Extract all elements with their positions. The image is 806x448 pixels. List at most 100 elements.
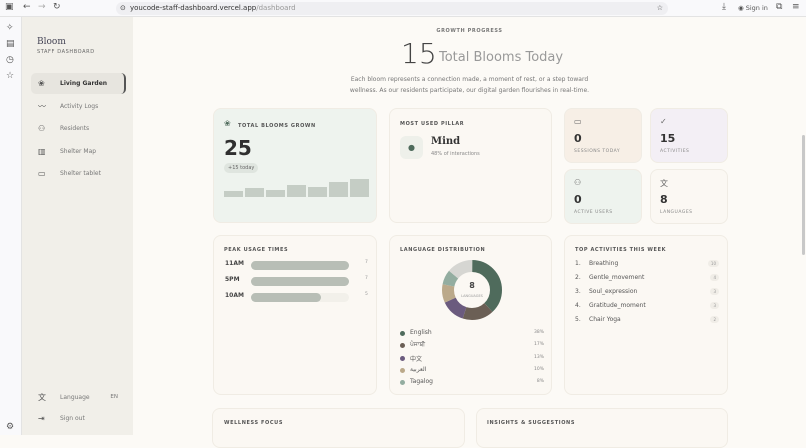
sidebar-item-shelter-tablet[interactable]: ▭ Shelter tablet — [31, 163, 126, 184]
sign-out-label: Sign out — [60, 415, 85, 422]
spark-bar — [350, 179, 369, 197]
pillar-label: MOST USED PILLAR — [400, 121, 465, 127]
stat-value: 0 — [574, 193, 582, 206]
scrollbar[interactable] — [802, 135, 805, 255]
donut-slice-English — [442, 260, 502, 320]
peak-label: PEAK USAGE TIMES — [224, 247, 289, 253]
brand-name: Bloom — [37, 37, 66, 47]
activity-rank: 3. — [575, 288, 581, 295]
stat-label: SESSIONS TODAY — [574, 149, 621, 154]
spark-bar — [329, 182, 348, 197]
spark-bar — [245, 188, 264, 197]
language-value: EN — [110, 394, 118, 400]
language-selector[interactable]: 文 Language EN — [31, 387, 126, 408]
stat-label: LANGUAGES — [660, 210, 693, 215]
bloom-sparkline — [224, 177, 369, 197]
language-name: ਪੰਜਾਬੀ — [410, 341, 426, 349]
bookmarks-icon[interactable]: ☆ — [6, 71, 15, 81]
activity-count: 4 — [710, 274, 719, 281]
activity-count: 10 — [707, 260, 719, 267]
delta-badge: +15 today — [224, 163, 259, 173]
sidebar-item-label: Living Garden — [60, 80, 108, 87]
settings-icon[interactable]: ⚙ — [6, 422, 15, 432]
stat-card: ✓ 15 ACTIVITIES — [650, 108, 728, 163]
peak-value: 7 — [365, 276, 368, 281]
sidebar-item-living-garden[interactable]: ❀ Living Garden — [31, 73, 126, 94]
logout-icon: ⇥ — [38, 414, 45, 423]
sidebar-item-label: Residents — [60, 125, 90, 132]
sidebar-item-residents[interactable]: ⚇ Residents — [31, 118, 126, 139]
address-bar[interactable]: ⊙ youcode-staff-dashboard.vercel.app/dash… — [116, 2, 668, 15]
flower-icon: ❀ — [38, 79, 45, 88]
hero-count: 15 — [401, 37, 437, 70]
menu-icon[interactable]: ≡ — [792, 2, 800, 12]
bookmark-star-icon[interactable]: ☆ — [656, 4, 663, 12]
brain-icon: ● — [400, 136, 423, 159]
total-blooms-label: TOTAL BLOOMS GROWN — [238, 123, 316, 129]
activity-row: 5. Chair Yoga 2 — [575, 316, 719, 326]
hero-description-line: Each bloom represents a connection made,… — [350, 76, 589, 83]
users-icon: ⚇ — [574, 178, 582, 187]
insights-label: INSIGHTS & SUGGESTIONS — [487, 420, 576, 426]
language-label: Language — [60, 394, 90, 401]
activity-rank: 2. — [575, 274, 581, 281]
total-blooms-card: ❀ TOTAL BLOOMS GROWN 25 +15 today — [213, 108, 377, 223]
sidebar-item-shelter-map[interactable]: ▥ Shelter Map — [31, 141, 126, 162]
stat-label: ACTIVITIES — [660, 149, 690, 154]
stat-value: 0 — [574, 132, 582, 145]
activity-rank: 4. — [575, 302, 581, 309]
insights-card: INSIGHTS & SUGGESTIONS — [476, 408, 728, 448]
legend-dot — [400, 343, 405, 349]
wellness-focus-card: WELLNESS FOCUS — [212, 408, 465, 448]
activity-rank: 5. — [575, 316, 581, 323]
peak-fill — [251, 261, 349, 270]
most-used-pillar-card: MOST USED PILLAR ● Mind 48% of interacti… — [389, 108, 552, 223]
download-icon[interactable]: ⤓ — [722, 2, 726, 12]
donut-slice-other — [442, 260, 502, 320]
hero-description: Each bloom represents a connection made,… — [133, 74, 806, 96]
activity-icon: 〰 — [38, 102, 46, 111]
donut-slice-العربية — [442, 260, 502, 320]
language-pct: 10% — [533, 366, 544, 372]
language-pct: 17% — [533, 342, 544, 348]
sign-out-button[interactable]: ⇥ Sign out — [31, 408, 126, 429]
synced-tabs-icon[interactable]: ▤ — [6, 39, 15, 49]
activity-row: 2. Gentle_movement 4 — [575, 274, 719, 284]
peak-row: 5PM 7 — [225, 275, 375, 287]
donut-slice-ਪੰਜਾਬੀ — [442, 260, 502, 320]
peak-time: 5PM — [225, 276, 240, 283]
spark-bar — [266, 189, 285, 197]
total-blooms-value: 25 — [224, 136, 252, 160]
ai-icon[interactable]: ✧ — [6, 23, 14, 33]
activity-name: Breathing — [589, 260, 619, 267]
language-distribution-card: LANGUAGE DISTRIBUTION 8 LANGUAGES Englis… — [389, 235, 552, 395]
extensions-icon[interactable]: ⧉ — [776, 2, 783, 12]
peak-fill — [251, 293, 321, 302]
calendar-icon: ▭ — [574, 117, 582, 126]
hero-title: Total Blooms Today — [439, 50, 564, 65]
history-icon[interactable]: ◷ — [6, 55, 14, 65]
url-host: youcode-staff-dashboard.vercel.app — [130, 4, 257, 12]
peak-value: 5 — [365, 292, 368, 297]
stat-card: ▭ 0 SESSIONS TODAY — [564, 108, 642, 163]
forward-icon[interactable]: → — [38, 2, 46, 12]
peak-fill — [251, 277, 349, 286]
activity-name: Gentle_movement — [589, 274, 645, 281]
reload-icon[interactable]: ↻ — [53, 2, 61, 12]
stat-label: ACTIVE USERS — [574, 210, 613, 215]
language-name: English — [410, 329, 432, 336]
back-icon[interactable]: ← — [23, 2, 31, 12]
language-pct: 13% — [533, 354, 544, 360]
sign-in-button[interactable]: ◉ Sign in — [738, 4, 768, 12]
activity-row: 3. Soul_expression 3 — [575, 288, 719, 298]
activity-count: 2 — [710, 316, 719, 323]
peak-time: 10AM — [225, 292, 244, 299]
top-activities-label: TOP ACTIVITIES THIS WEEK — [575, 247, 667, 253]
sidebar-toggle-icon[interactable]: ▣ — [5, 2, 14, 12]
language-legend-row: Tagalog 8% — [400, 378, 544, 388]
sidebar-item-activity-logs[interactable]: 〰 Activity Logs — [31, 96, 126, 117]
legend-dot — [400, 380, 405, 386]
peak-row: 10AM 5 — [225, 291, 375, 303]
top-activities-card: TOP ACTIVITIES THIS WEEK 1. Breathing 10 2.… — [564, 235, 728, 395]
language-legend-row: ਪੰਜਾਬੀ 17% — [400, 341, 544, 351]
